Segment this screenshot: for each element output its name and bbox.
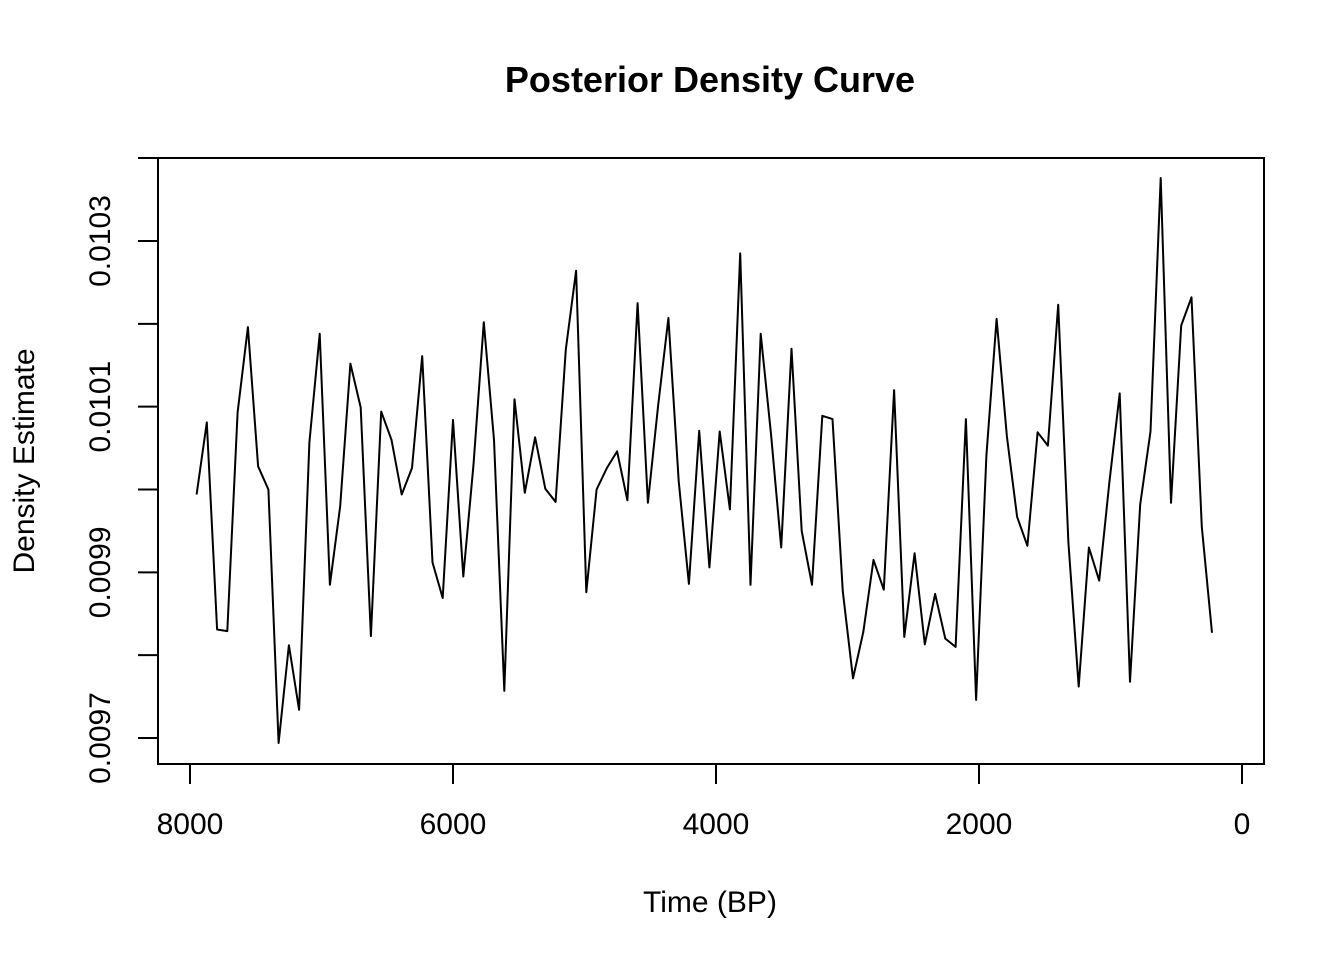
y-tick-label: 0.0103 — [84, 195, 117, 287]
y-axis: 0.0097 0.0099 0.0101 0.0103 — [84, 157, 159, 784]
chart-title: Posterior Density Curve — [505, 59, 915, 100]
x-tick-label: 2000 — [946, 808, 1013, 841]
x-tick-label: 6000 — [420, 808, 487, 841]
x-tick-label: 0 — [1234, 808, 1251, 841]
x-axis: 8000 6000 4000 2000 0 — [157, 763, 1251, 841]
y-axis-label: Density Estimate — [8, 348, 41, 573]
density-series-line — [195, 177, 1213, 744]
y-tick-label: 0.0101 — [84, 361, 117, 453]
y-tick-label: 0.0099 — [84, 526, 117, 618]
x-tick-label: 8000 — [157, 808, 224, 841]
y-tick-label: 0.0097 — [84, 692, 117, 784]
x-tick-label: 4000 — [683, 808, 750, 841]
x-axis-label: Time (BP) — [643, 886, 777, 919]
